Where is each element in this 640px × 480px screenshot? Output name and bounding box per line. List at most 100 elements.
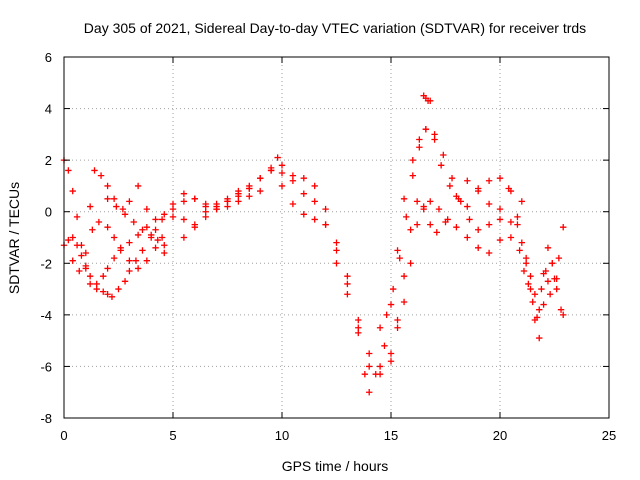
data-point xyxy=(300,174,307,182)
data-point xyxy=(121,211,129,218)
data-point xyxy=(536,306,543,313)
data-point xyxy=(427,97,434,105)
data-point xyxy=(522,260,530,267)
data-point xyxy=(409,172,416,179)
data-point xyxy=(126,198,133,205)
data-point xyxy=(158,216,166,223)
data-point xyxy=(394,247,401,254)
x-tick-label: 10 xyxy=(275,428,289,443)
series-track-5 xyxy=(104,195,168,249)
data-point xyxy=(442,218,449,226)
data-point xyxy=(202,213,209,221)
data-point xyxy=(529,298,536,306)
x-tick-label: 15 xyxy=(384,428,398,443)
data-point xyxy=(553,275,560,282)
data-point xyxy=(387,358,395,365)
data-point xyxy=(104,265,111,272)
data-point xyxy=(389,285,397,293)
data-point xyxy=(104,182,111,190)
data-point xyxy=(134,265,142,272)
data-point xyxy=(403,213,410,221)
data-point xyxy=(400,298,408,306)
data-point xyxy=(289,200,297,208)
data-point xyxy=(544,278,552,285)
data-point xyxy=(553,285,560,293)
data-point xyxy=(485,177,493,184)
data-point xyxy=(143,205,151,213)
data-point xyxy=(427,198,434,205)
data-point xyxy=(180,216,188,223)
data-point xyxy=(440,151,447,159)
plot-frame xyxy=(63,56,610,419)
data-point xyxy=(143,257,151,264)
data-point xyxy=(278,169,286,177)
series-track-9 xyxy=(311,177,515,378)
x-tick-label: 0 xyxy=(60,428,67,443)
series-track-1 xyxy=(60,154,281,301)
plot-area xyxy=(60,92,567,396)
data-point xyxy=(202,200,209,208)
data-point xyxy=(82,262,89,270)
data-point xyxy=(132,257,140,264)
data-point xyxy=(152,216,159,223)
data-point xyxy=(69,257,76,264)
data-point xyxy=(520,267,528,275)
data-point xyxy=(400,195,408,203)
data-point xyxy=(560,311,567,319)
data-point xyxy=(355,329,362,337)
x-tick-label: 5 xyxy=(169,428,176,443)
data-point xyxy=(289,177,297,184)
series-track-8 xyxy=(278,126,525,396)
data-point xyxy=(496,216,504,223)
data-point xyxy=(475,244,482,252)
data-point xyxy=(433,229,440,236)
data-point xyxy=(485,200,493,208)
data-point xyxy=(475,226,482,233)
series-track-10 xyxy=(376,126,521,331)
data-point xyxy=(154,236,161,244)
y-tick-label: -6 xyxy=(40,359,52,374)
series-track-13 xyxy=(516,223,567,321)
data-point xyxy=(139,247,146,254)
data-point xyxy=(134,182,142,190)
data-point xyxy=(366,350,373,357)
data-point xyxy=(158,234,166,241)
data-point xyxy=(311,198,318,205)
data-point xyxy=(161,242,168,249)
data-point xyxy=(104,291,111,298)
data-point xyxy=(453,223,460,231)
data-point xyxy=(257,174,264,182)
data-point xyxy=(422,126,430,133)
data-point xyxy=(540,301,547,308)
data-point xyxy=(496,174,504,182)
data-point xyxy=(126,239,133,246)
data-point xyxy=(525,280,532,288)
data-point xyxy=(555,254,563,262)
data-point xyxy=(134,231,142,239)
data-point xyxy=(531,291,539,298)
data-point xyxy=(235,190,242,197)
y-axis-label: SDTVAR / TECUs xyxy=(6,182,22,294)
data-point xyxy=(104,223,111,231)
data-point xyxy=(396,254,403,262)
data-point xyxy=(169,205,177,213)
series-track-12 xyxy=(514,221,567,319)
data-point xyxy=(394,316,401,324)
data-point xyxy=(366,389,373,396)
data-point xyxy=(464,177,471,184)
data-point xyxy=(73,242,81,249)
chart-title: Day 305 of 2021, Sidereal Day-to-day VTE… xyxy=(84,20,586,36)
data-point xyxy=(464,234,471,241)
data-point xyxy=(126,257,133,264)
data-point xyxy=(311,182,318,190)
data-point xyxy=(169,213,177,221)
data-point xyxy=(455,195,462,203)
data-point xyxy=(437,162,445,169)
data-point xyxy=(518,239,525,246)
x-tick-label: 25 xyxy=(602,428,616,443)
data-point xyxy=(143,223,151,231)
data-point xyxy=(93,280,100,288)
data-point xyxy=(311,216,318,223)
data-point xyxy=(322,205,329,213)
